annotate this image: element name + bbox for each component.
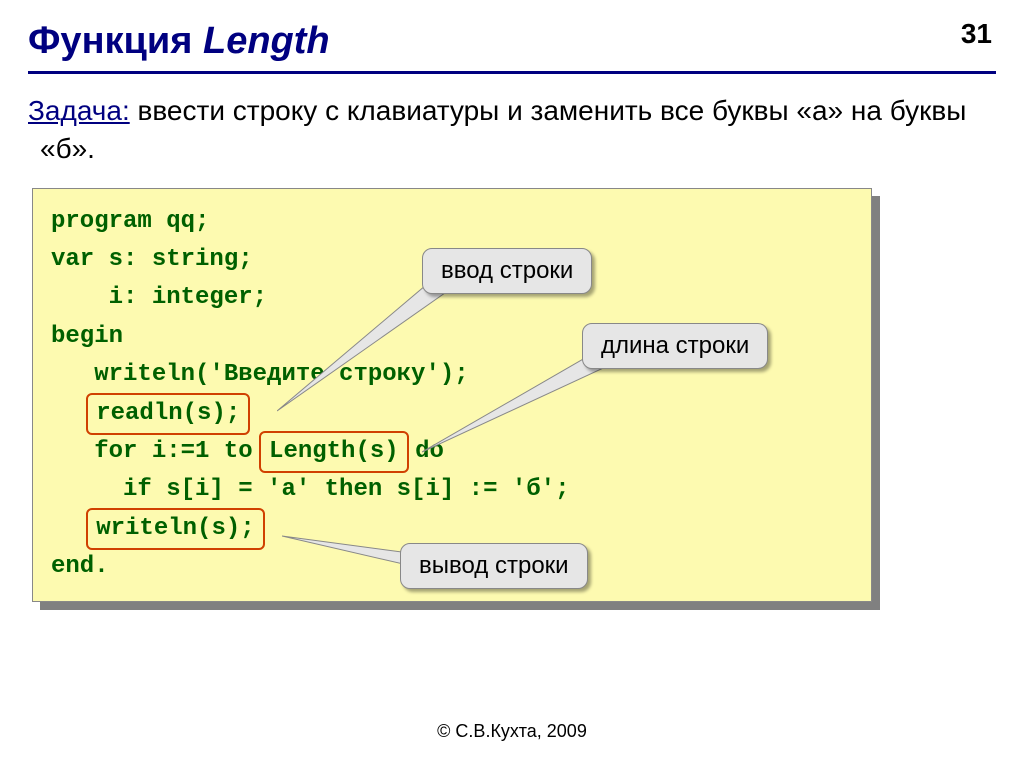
code-line-4: begin xyxy=(51,323,123,350)
code-line-8: if s[i] = 'а' then s[i] := 'б'; xyxy=(51,476,569,503)
slide-title: Функция Length xyxy=(28,20,996,63)
page-number: 31 xyxy=(961,18,992,50)
callout-output: вывод строки xyxy=(400,543,588,589)
code-line-5: writeln('Введите строку'); xyxy=(51,361,469,388)
code-line-7c: do xyxy=(401,438,444,465)
title-underline xyxy=(28,71,996,74)
highlight-length: Length(s) xyxy=(259,431,409,473)
code-line-1: program qq; xyxy=(51,208,209,235)
task-text: Задача: ввести строку с клавиатуры и зам… xyxy=(28,92,996,168)
callout-length: длина строки xyxy=(582,323,768,369)
code-area: program qq; var s: string; i: integer; b… xyxy=(32,188,872,602)
code-line-3: i: integer; xyxy=(51,284,267,311)
code-line-7a: for i:=1 to xyxy=(51,438,267,465)
task-body: ввести строку с клавиатуры и заменить вс… xyxy=(40,95,966,164)
highlight-readln: readln(s); xyxy=(86,393,250,435)
slide: 31 Функция Length Задача: ввести строку … xyxy=(0,0,1024,768)
code-line-2: var s: string; xyxy=(51,246,253,273)
title-italic: Length xyxy=(203,20,330,62)
code-line-10: end. xyxy=(51,553,109,580)
task-label: Задача: xyxy=(28,95,130,126)
callout-input: ввод строки xyxy=(422,248,592,294)
footer-copyright: © С.В.Кухта, 2009 xyxy=(0,721,1024,742)
highlight-writeln: writeln(s); xyxy=(86,508,264,550)
title-prefix: Функция xyxy=(28,20,203,62)
